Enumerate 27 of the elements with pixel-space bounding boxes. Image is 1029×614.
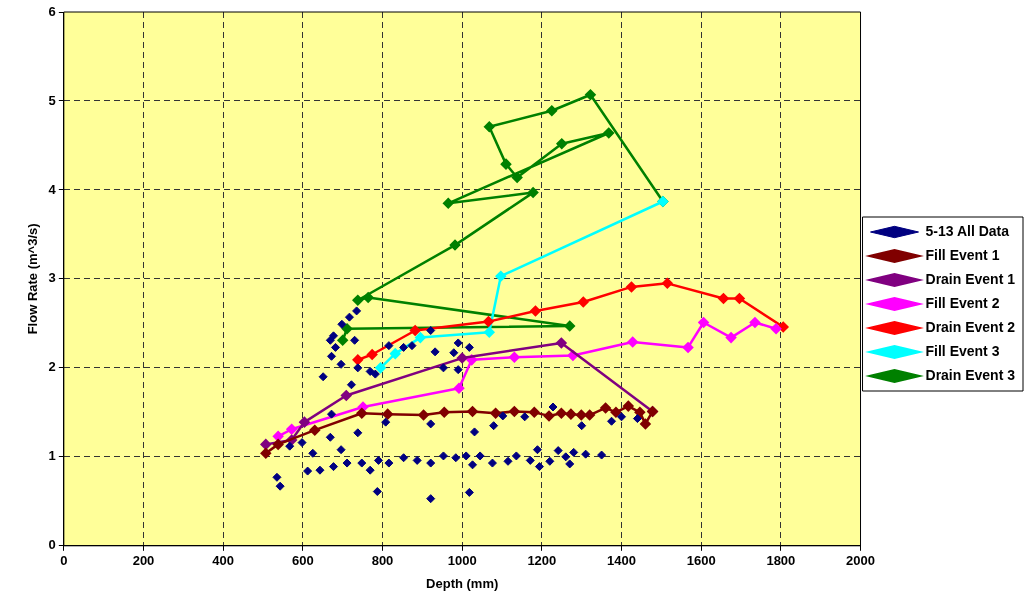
y-tick-label: 3: [48, 270, 56, 286]
x-tick-label: 1400: [607, 553, 636, 569]
x-tick-label: 1600: [686, 553, 716, 569]
y-tick-label: 2: [48, 359, 56, 375]
x-tick-label: 800: [371, 553, 394, 569]
legend-label: Drain Event 3: [925, 366, 1016, 383]
legend-label: Drain Event 2: [925, 318, 1016, 335]
x-tick-label: 600: [291, 553, 314, 569]
legend-label: 5-13 All Data: [925, 222, 1010, 239]
legend-label: Drain Event 1: [925, 270, 1016, 287]
x-tick-label: 0: [60, 553, 68, 569]
x-tick-label: 1000: [447, 553, 477, 569]
y-axis-title: Flow Rate (m^3/s): [25, 223, 41, 335]
x-tick-label: 400: [212, 553, 235, 569]
legend-label: Fill Event 2: [925, 294, 1000, 311]
y-tick-label: 5: [48, 92, 56, 108]
x-tick-label: 2000: [846, 553, 875, 569]
y-tick-label: 0: [48, 537, 56, 553]
x-tick-label: 1200: [527, 553, 557, 569]
y-tick-label: 1: [48, 448, 56, 464]
y-tick-label: 6: [48, 3, 56, 19]
x-axis-title: Depth (mm): [426, 575, 499, 591]
legend-label: Fill Event 3: [925, 342, 1000, 359]
x-tick-label: 200: [132, 553, 155, 569]
y-tick-label: 4: [48, 181, 57, 197]
legend-label: Fill Event 1: [925, 246, 1000, 263]
x-tick-label: 1800: [766, 553, 796, 569]
